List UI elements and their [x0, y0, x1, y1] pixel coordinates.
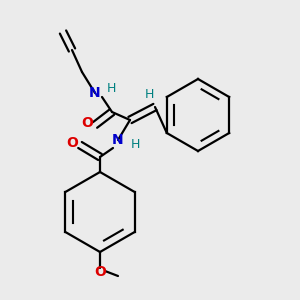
Text: N: N: [112, 133, 124, 147]
Text: O: O: [94, 265, 106, 279]
Text: O: O: [81, 116, 93, 130]
Text: H: H: [106, 82, 116, 94]
Text: N: N: [89, 86, 101, 100]
Text: H: H: [130, 139, 140, 152]
Text: H: H: [144, 88, 154, 100]
Text: O: O: [66, 136, 78, 150]
